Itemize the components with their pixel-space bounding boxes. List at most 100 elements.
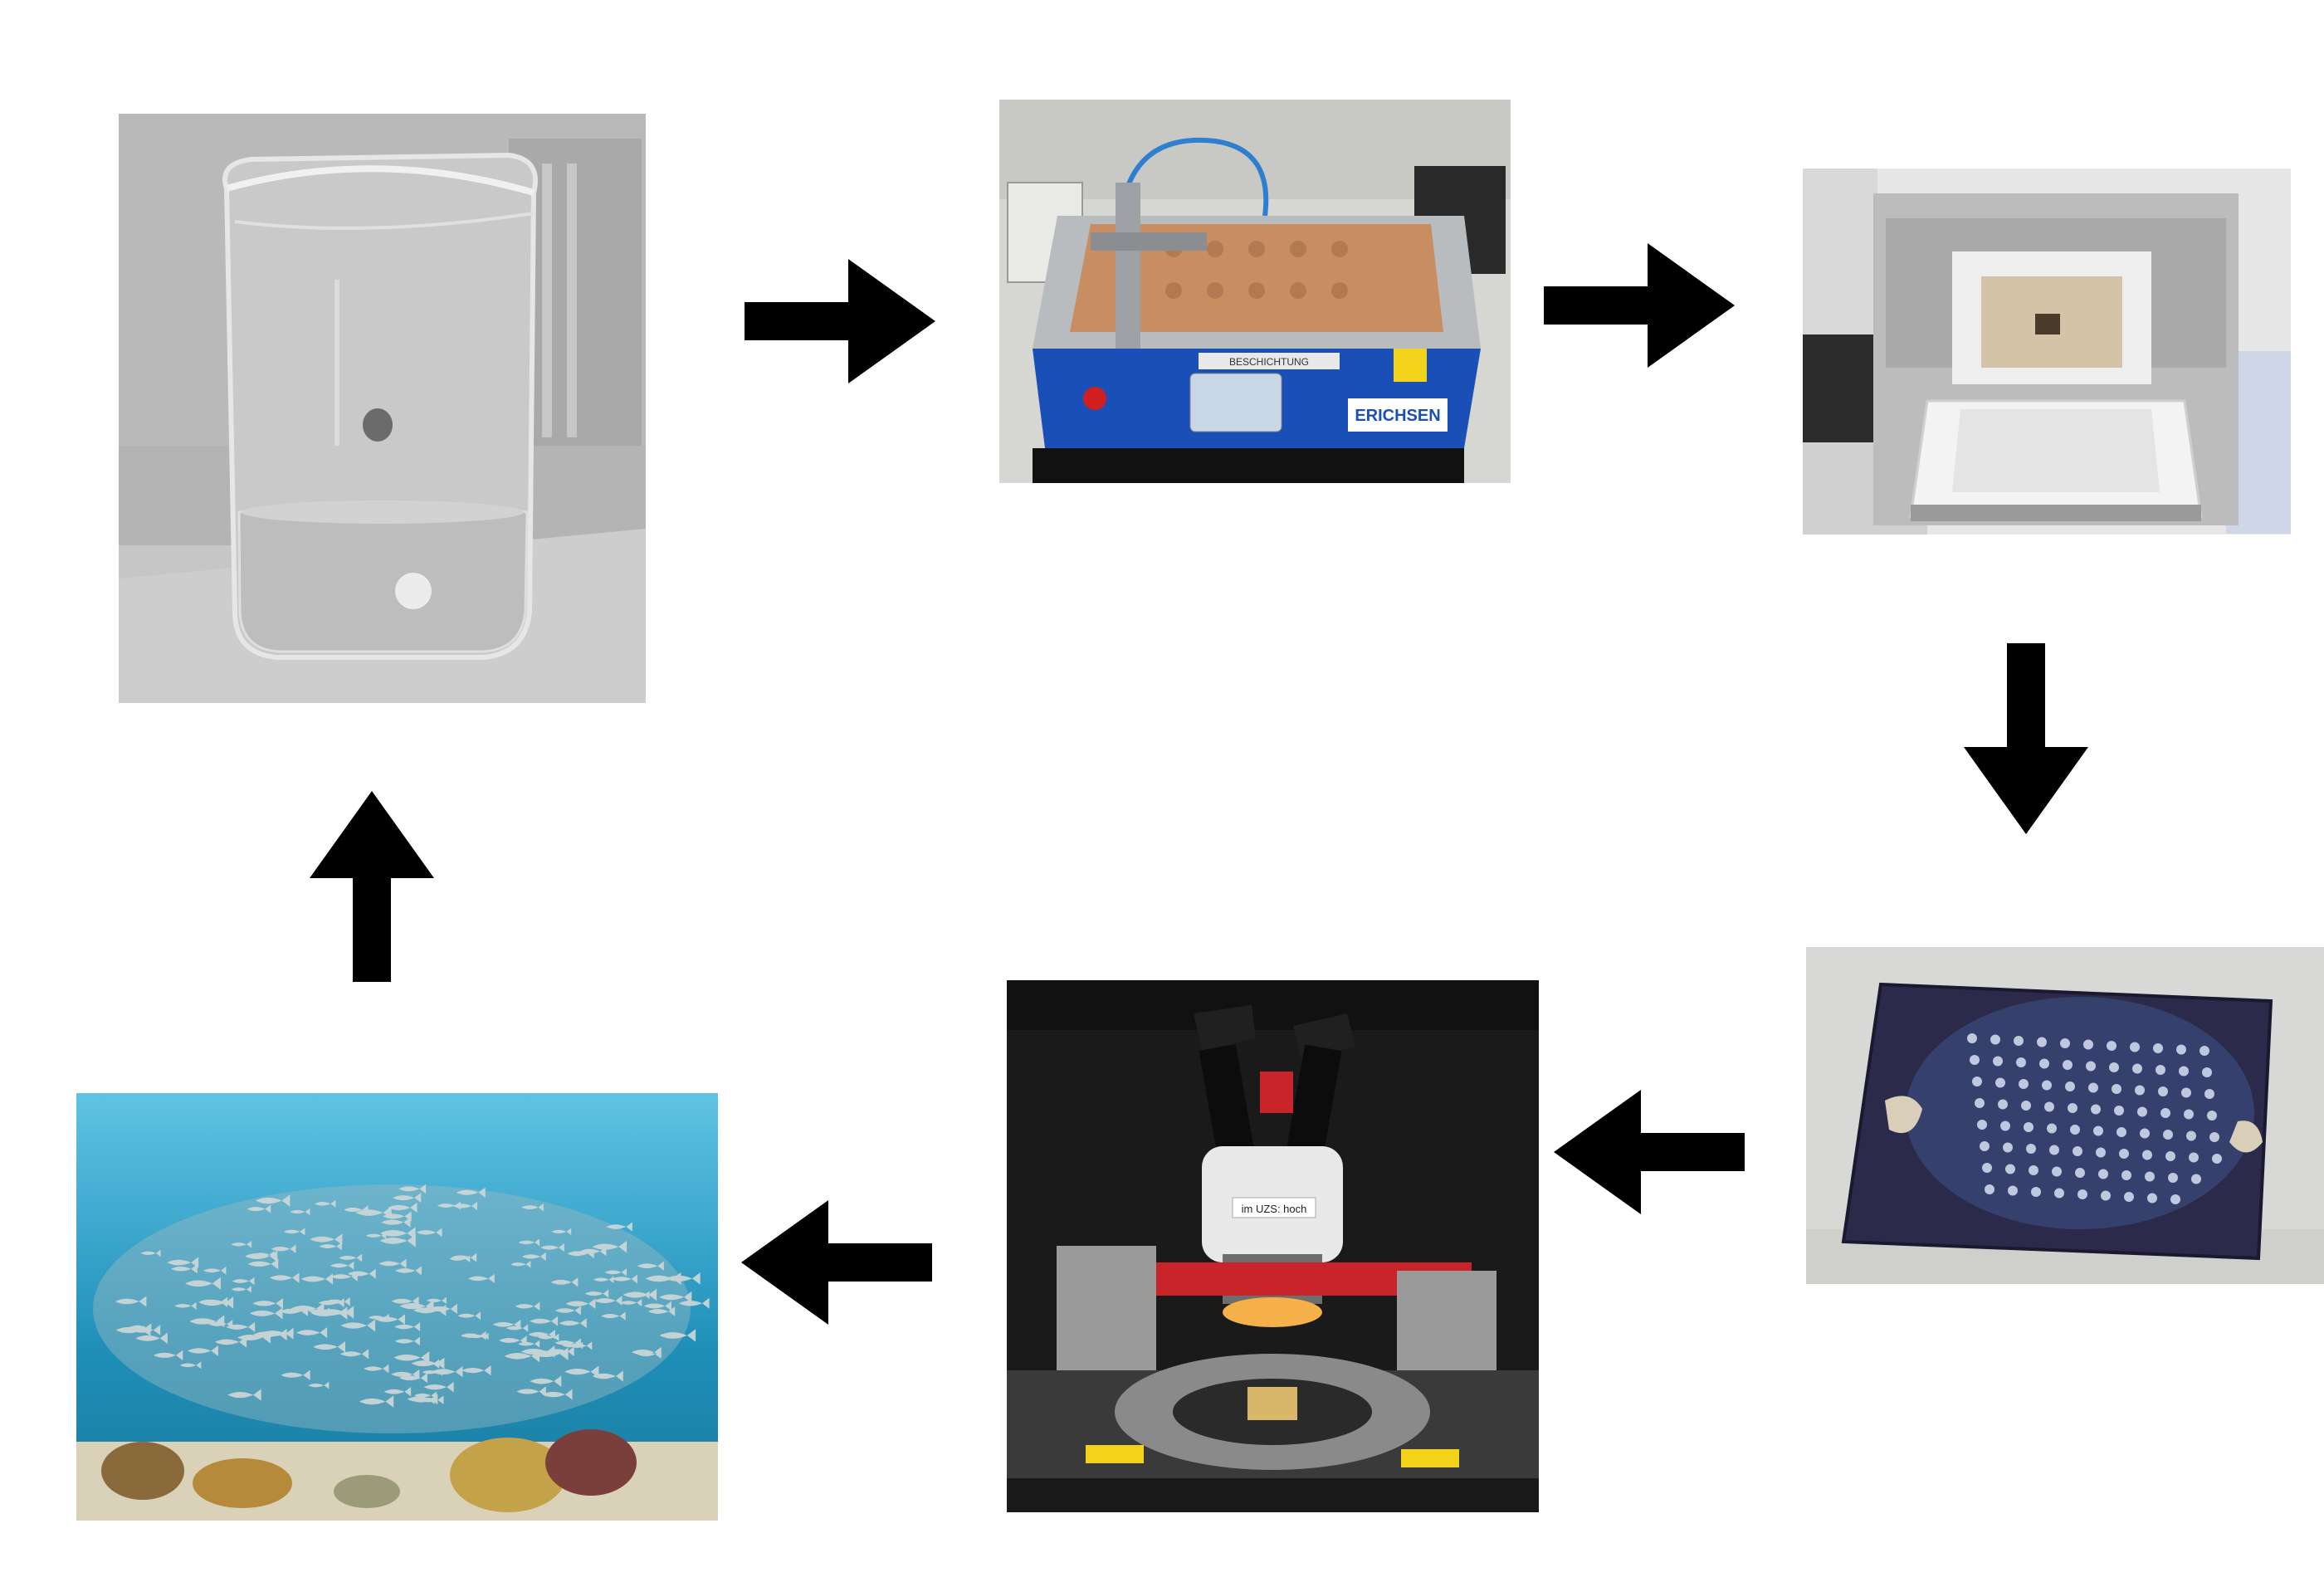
applicator-warning-label: BESCHICHTUNG xyxy=(1229,356,1309,368)
substrate-dot xyxy=(2153,1043,2163,1053)
substrate-dot xyxy=(1993,1056,2003,1067)
fish-shape xyxy=(115,1324,151,1336)
fish-shape xyxy=(395,1266,422,1276)
substrate-dot xyxy=(2147,1193,2157,1204)
fish-shape xyxy=(393,1351,430,1365)
substrate-dot xyxy=(2093,1125,2103,1136)
fish-shape xyxy=(170,1264,198,1274)
fish-shape xyxy=(280,1306,308,1316)
fish-shape xyxy=(413,1359,440,1369)
fish-shape xyxy=(379,1234,416,1247)
substrate-dot xyxy=(2137,1106,2147,1117)
fish-shape xyxy=(381,1217,411,1228)
fish-shape xyxy=(184,1277,221,1290)
substrate-dot xyxy=(2124,1192,2134,1202)
applicator-brand-label: ERICHSEN xyxy=(1355,407,1440,425)
fish-shape xyxy=(584,1289,609,1298)
substrate-dot xyxy=(2016,1057,2026,1067)
fish-shape xyxy=(604,1268,627,1277)
substrate-dot xyxy=(2014,1036,2024,1046)
substrate-dot xyxy=(2204,1089,2214,1099)
substrate-dot xyxy=(2042,1080,2052,1091)
fish-shape xyxy=(374,1314,406,1326)
substrate-dot xyxy=(2060,1038,2070,1048)
substrate-dot xyxy=(2132,1063,2142,1074)
fish-shape xyxy=(461,1330,486,1340)
fish-shape xyxy=(554,1338,582,1348)
fish-shape xyxy=(347,1268,376,1279)
fish-shape xyxy=(530,1375,562,1387)
fish-shape xyxy=(518,1238,540,1247)
substrate-dot xyxy=(1998,1099,2008,1110)
substrate-dot xyxy=(2170,1194,2180,1204)
fish-shape xyxy=(468,1332,489,1340)
fish-shape xyxy=(300,1273,334,1285)
fish-shape xyxy=(627,1291,650,1299)
fish-shape xyxy=(518,1340,540,1348)
fish-shape xyxy=(504,1350,540,1363)
substrate-dot xyxy=(2200,1046,2209,1056)
substrate-dot xyxy=(2075,1168,2085,1178)
substrate-dot xyxy=(2077,1189,2087,1199)
fish-shape xyxy=(226,1321,256,1333)
substrate-dot xyxy=(2098,1169,2108,1179)
substrate-dot xyxy=(2109,1062,2119,1072)
fish-shape xyxy=(567,1248,594,1259)
fish-shape xyxy=(528,1329,556,1340)
substrate-dot xyxy=(2107,1041,2116,1051)
fish-shape xyxy=(227,1389,261,1401)
arrow-down xyxy=(1964,643,2088,834)
fish-shape xyxy=(364,1364,389,1374)
substrate-dot xyxy=(2116,1127,2126,1137)
substrate-dot xyxy=(2179,1066,2189,1077)
beaker-photo xyxy=(119,114,646,703)
substrate-dot xyxy=(2083,1039,2093,1050)
substrate-dot xyxy=(2158,1086,2168,1096)
substrate-dot xyxy=(1985,1184,1994,1194)
fish-shape xyxy=(643,1301,671,1311)
substrate-dot xyxy=(1970,1055,1980,1065)
substrate-dot xyxy=(2049,1145,2059,1155)
fish-shape xyxy=(325,1296,350,1306)
fish-shape xyxy=(666,1272,701,1285)
fish-shape xyxy=(391,1369,420,1379)
substrate-dot xyxy=(2024,1122,2034,1132)
fish-shape xyxy=(426,1296,447,1305)
fish-shape xyxy=(516,1386,546,1397)
fish-shape xyxy=(398,1373,427,1384)
substrate-dot xyxy=(2186,1130,2196,1141)
fish-shape xyxy=(232,1277,255,1286)
substrate-dot xyxy=(2039,1058,2049,1069)
fish-shape xyxy=(620,1299,642,1307)
substrate-dot xyxy=(2130,1042,2140,1052)
fish-shape xyxy=(505,1324,529,1332)
substrate-dot xyxy=(2008,1185,2018,1196)
fish-shape xyxy=(521,1252,546,1262)
fish-shape xyxy=(437,1201,461,1210)
fish-shape xyxy=(330,1261,354,1270)
fish-shape xyxy=(252,1297,283,1309)
fish-shape xyxy=(416,1228,442,1238)
fish-shape xyxy=(515,1301,540,1311)
fish-shape xyxy=(252,1251,275,1259)
substrate-dot xyxy=(2047,1123,2057,1134)
fish-shape xyxy=(637,1261,664,1271)
arrow-right-1 xyxy=(745,259,935,383)
fish-shape xyxy=(422,1368,443,1376)
substrate-dot xyxy=(2181,1087,2191,1098)
substrate-dot xyxy=(2005,1164,2015,1174)
substrate-dot xyxy=(2184,1109,2194,1120)
fish-shape xyxy=(383,1211,412,1222)
fish-shape xyxy=(413,1304,447,1316)
fish-shape xyxy=(214,1336,247,1348)
arrow-left-2 xyxy=(741,1200,932,1325)
fish-shape xyxy=(281,1370,310,1380)
fish-shape xyxy=(579,1246,607,1257)
fish-shape xyxy=(451,1252,477,1262)
substrate-dot xyxy=(2163,1130,2173,1140)
fish-shape xyxy=(606,1222,632,1232)
fish-shape xyxy=(283,1228,305,1236)
fish-shape xyxy=(431,1366,463,1378)
coated-substrate-photo xyxy=(1806,947,2324,1284)
fish-shape xyxy=(174,1301,197,1310)
